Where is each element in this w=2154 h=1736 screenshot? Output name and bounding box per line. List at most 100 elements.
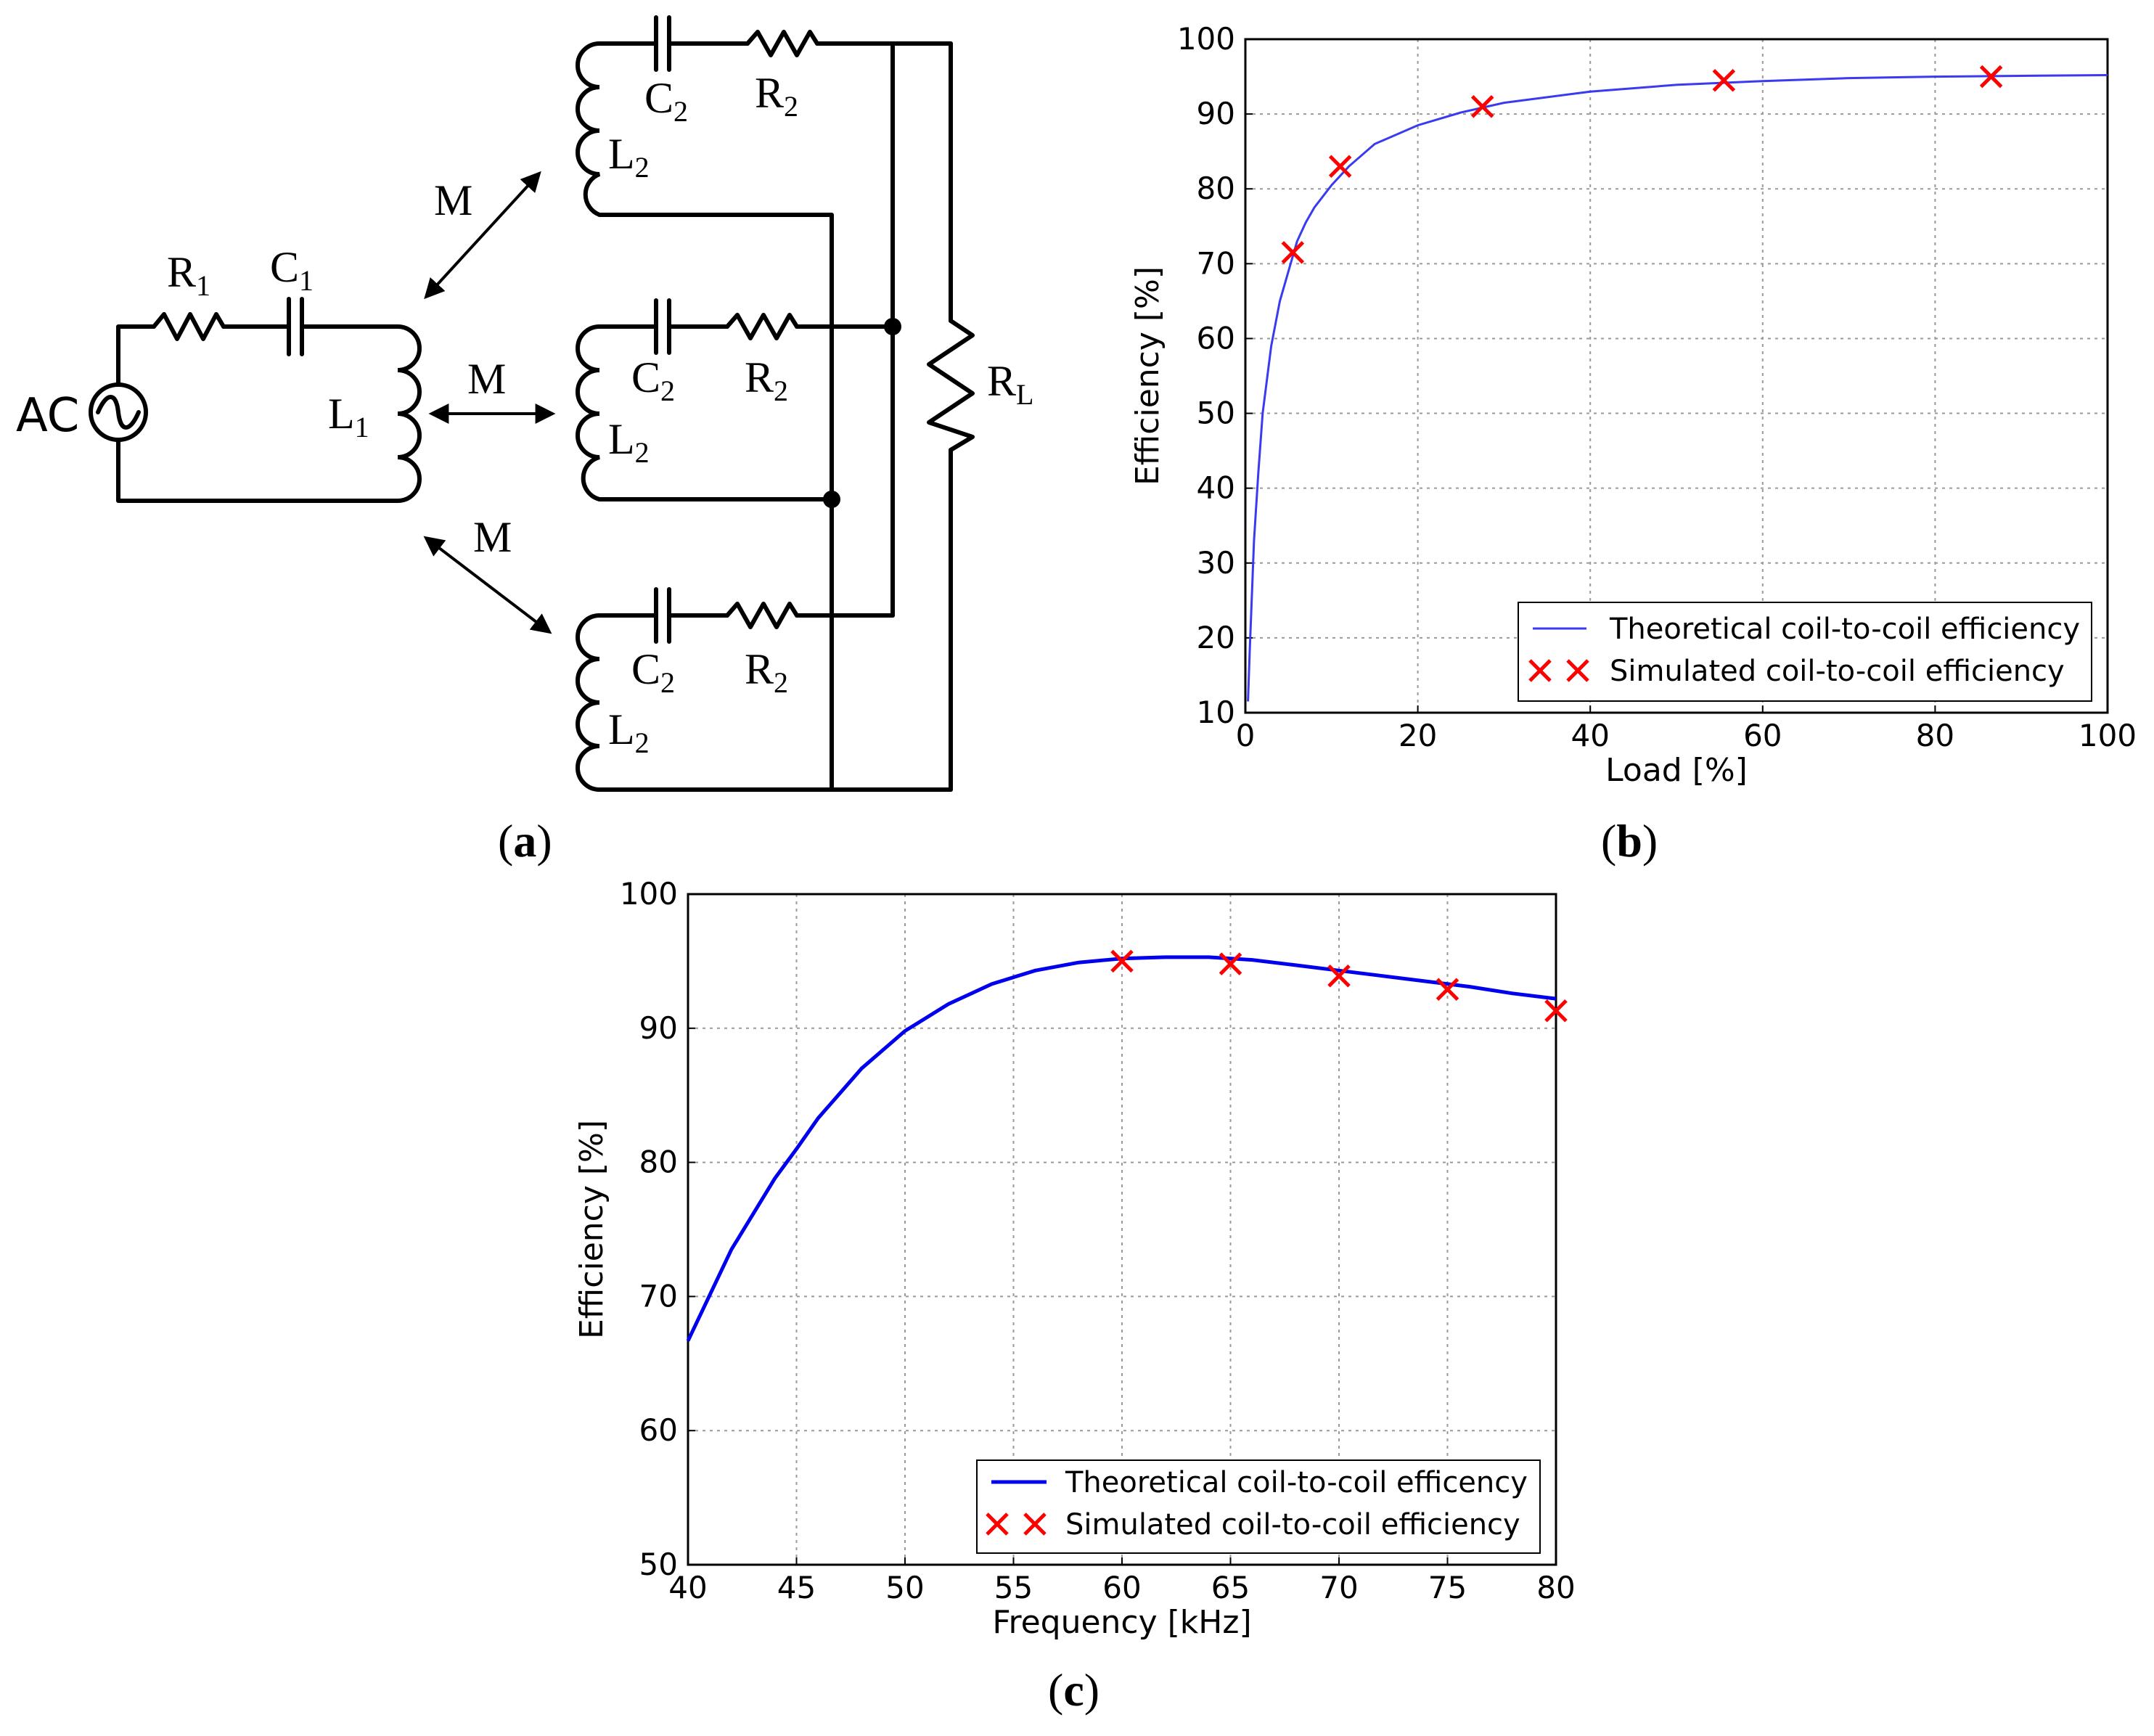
y-tick-label: 60 bbox=[639, 1412, 678, 1448]
x-tick-label: 100 bbox=[2079, 718, 2137, 753]
label-rl: RL bbox=[987, 357, 1033, 411]
circuit-diagram: AC R1 C1 L1 C2 R2 L2 bbox=[16, 15, 1033, 867]
secondary-branch-3: C2 R2 L2 bbox=[576, 587, 953, 792]
data-point-simulated bbox=[1219, 952, 1242, 975]
chart-efficiency-vs-frequency: 40 45 50 55 60 65 70 75 80 50 60 70 80 90 100 Frequenc… bbox=[573, 876, 1576, 1716]
y-tick-label: 70 bbox=[1197, 245, 1235, 281]
legend-marker bbox=[1528, 659, 1552, 682]
inductor-l2 bbox=[576, 613, 600, 792]
primary-wire-top bbox=[116, 324, 156, 387]
x-tick-label: 80 bbox=[1916, 718, 1954, 753]
data-point-simulated bbox=[1436, 978, 1459, 1001]
data-point-simulated bbox=[1979, 65, 2003, 89]
resistor-r2 bbox=[725, 602, 799, 629]
legend-label-theoretical: Theoretical coil-to-coil efficency bbox=[1065, 1466, 1528, 1499]
y-tick-label: 40 bbox=[1197, 470, 1235, 506]
data-point-simulated bbox=[1544, 999, 1568, 1023]
series-line-theoretical bbox=[1247, 74, 2108, 702]
x-tick-label: 45 bbox=[777, 1570, 816, 1605]
y-tick-label: 100 bbox=[1177, 21, 1235, 57]
resistor-r2 bbox=[745, 30, 819, 57]
y-tick-label: 80 bbox=[639, 1145, 678, 1180]
label-l1: L1 bbox=[328, 390, 369, 443]
data-point-simulated bbox=[1470, 95, 1494, 118]
y-tick-label: 30 bbox=[1197, 545, 1235, 581]
y-tick-label: 50 bbox=[639, 1547, 678, 1582]
inductor-l1 bbox=[397, 324, 422, 503]
series-line-theoretical bbox=[686, 955, 1557, 1342]
data-point-simulated bbox=[1328, 155, 1352, 179]
x-tick-label: 55 bbox=[994, 1570, 1033, 1605]
inductor-l2 bbox=[576, 41, 601, 217]
y-tick-label: 90 bbox=[639, 1010, 678, 1046]
y-tick-label: 10 bbox=[1197, 695, 1235, 730]
y-tick-label: 50 bbox=[1197, 396, 1235, 431]
junction-dot bbox=[823, 491, 840, 508]
mutual-arrow-top bbox=[424, 171, 541, 300]
label-m-bottom: M bbox=[473, 513, 512, 561]
label-r1: R1 bbox=[167, 248, 210, 302]
legend: Theoretical coil-to-coil efficiency Simu… bbox=[1518, 602, 2092, 702]
legend-label-simulated: Simulated coil-to-coil efficiency bbox=[1610, 655, 2065, 688]
wire bbox=[597, 213, 834, 792]
y-tick-label: 90 bbox=[1197, 96, 1235, 131]
legend-box bbox=[1518, 602, 2092, 702]
x-tick-label: 40 bbox=[668, 1570, 707, 1605]
label-r2: R2 bbox=[745, 353, 788, 407]
legend-label-theoretical: Theoretical coil-to-coil efficiency bbox=[1609, 613, 2080, 646]
legend-label-simulated: Simulated coil-to-coil efficiency bbox=[1065, 1508, 1520, 1541]
primary-wire-bottom bbox=[116, 438, 400, 503]
data-point-simulated bbox=[1327, 964, 1351, 988]
x-tick-label: 20 bbox=[1399, 718, 1437, 753]
secondary-branch-2: C2 R2 L2 bbox=[576, 298, 895, 501]
y-axis-label: Efficiency [%] bbox=[573, 1120, 610, 1339]
y-axis-label: Efficiency [%] bbox=[1129, 266, 1166, 486]
y-tick-label: 60 bbox=[1197, 320, 1235, 356]
label-c2: C2 bbox=[631, 645, 675, 699]
legend-box bbox=[976, 1459, 1541, 1554]
panel-label-a: (a) bbox=[498, 815, 552, 867]
legend: Theoretical coil-to-coil efficency Simul… bbox=[976, 1459, 1541, 1554]
panel-label-c: (c) bbox=[1048, 1664, 1099, 1716]
y-tick-label: 100 bbox=[620, 876, 678, 912]
resistor-rl bbox=[927, 319, 975, 452]
ac-source-label: AC bbox=[16, 389, 79, 443]
ac-source-wave bbox=[96, 395, 141, 430]
label-r2: R2 bbox=[755, 69, 798, 123]
panel-label-b: (b) bbox=[1601, 815, 1658, 867]
x-tick-label: 80 bbox=[1536, 1570, 1575, 1605]
resistor-r1 bbox=[152, 312, 226, 341]
legend-marker bbox=[986, 1512, 1009, 1536]
label-r2: R2 bbox=[745, 645, 788, 699]
x-axis-label: Frequency [kHz] bbox=[992, 1604, 1251, 1641]
label-c1: C1 bbox=[270, 243, 314, 297]
plot-frame bbox=[1244, 38, 2109, 714]
legend-marker-swatch bbox=[986, 1512, 1047, 1536]
legend-marker bbox=[1566, 659, 1589, 682]
x-tick-label: 65 bbox=[1211, 1570, 1250, 1605]
label-c2: C2 bbox=[644, 74, 688, 128]
x-tick-label: 70 bbox=[1319, 1570, 1358, 1605]
chart-efficiency-vs-load: 0 20 40 60 80 100 10 20 30 40 50 60 70 80 90 100 Load [… bbox=[1129, 21, 2137, 867]
data-point-simulated bbox=[1712, 68, 1736, 92]
legend-marker bbox=[1023, 1512, 1047, 1536]
mutual-arrow-bottom bbox=[423, 536, 552, 634]
x-tick-label: 40 bbox=[1571, 718, 1609, 753]
label-m-top: M bbox=[434, 176, 472, 224]
label-m-middle: M bbox=[467, 355, 506, 403]
y-tick-label: 20 bbox=[1197, 620, 1235, 655]
x-tick-label: 60 bbox=[1743, 718, 1782, 753]
y-tick-label: 80 bbox=[1197, 171, 1235, 206]
x-tick-label: 75 bbox=[1428, 1570, 1467, 1605]
legend-marker-swatch bbox=[1528, 659, 1589, 682]
label-l2: L2 bbox=[608, 415, 650, 469]
secondary-branch-1: C2 R2 L2 bbox=[576, 15, 953, 792]
label-l2: L2 bbox=[608, 130, 650, 184]
x-tick-label: 60 bbox=[1102, 1570, 1141, 1605]
junction-dot bbox=[884, 318, 901, 335]
data-point-simulated bbox=[1281, 241, 1305, 264]
label-l2: L2 bbox=[608, 705, 650, 759]
inductor-l2 bbox=[576, 324, 600, 501]
y-tick-label: 70 bbox=[639, 1278, 678, 1314]
